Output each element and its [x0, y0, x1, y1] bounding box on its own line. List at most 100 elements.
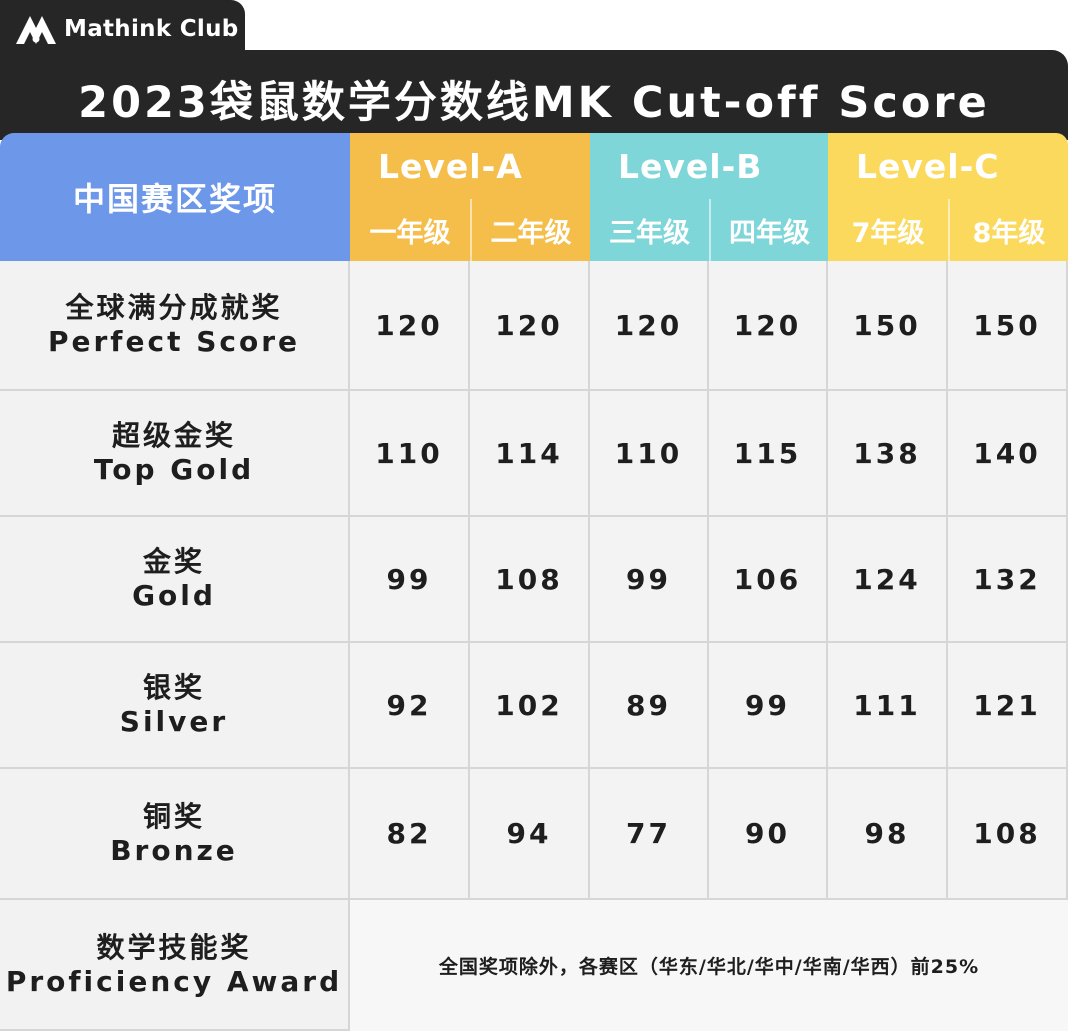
grade-label: 8年级 — [972, 217, 1046, 249]
grade-header: 8年级 — [948, 199, 1068, 261]
score-value: 110 — [614, 436, 683, 470]
level-b-label: Level-B — [618, 146, 763, 186]
award-name-cn: 超级金奖 — [111, 419, 236, 452]
score-cell: 150 — [828, 261, 948, 391]
grade-header: 四年级 — [709, 199, 828, 261]
row-label-top-gold: 超级金奖 Top Gold — [0, 391, 350, 517]
score-cell: 99 — [350, 517, 470, 643]
level-a-label: Level-A — [378, 146, 523, 186]
score-cell: 99 — [709, 643, 828, 769]
score-cell: 120 — [470, 261, 590, 391]
award-name-en: Silver — [119, 705, 229, 738]
score-value: 120 — [375, 308, 443, 342]
score-cell: 110 — [350, 391, 470, 517]
grade-label: 二年级 — [490, 217, 572, 249]
score-value: 89 — [626, 688, 671, 722]
award-name-en: Top Gold — [93, 453, 255, 486]
score-cell: 120 — [350, 261, 470, 391]
score-value: 90 — [745, 817, 790, 850]
score-cell: 138 — [828, 391, 948, 517]
score-value: 77 — [626, 817, 671, 850]
award-name-cn: 全球满分成就奖 — [65, 291, 283, 324]
row-label-perfect-score: 全球满分成就奖 Perfect Score — [0, 261, 350, 391]
award-name-en: Perfect Score — [47, 325, 301, 358]
proficiency-note-text: 全国奖项除外，各赛区（华东/华北/华中/华南/华西）前25% — [438, 956, 980, 978]
score-value: 114 — [495, 436, 563, 470]
score-value: 98 — [864, 817, 910, 850]
score-cell: 82 — [350, 769, 470, 900]
award-name-cn: 银奖 — [142, 671, 205, 704]
award-name-en: Proficiency Award — [5, 964, 343, 998]
score-cell: 89 — [590, 643, 709, 769]
award-name-en: Bronze — [110, 833, 238, 867]
score-value: 140 — [973, 436, 1041, 470]
score-cell: 120 — [709, 261, 828, 391]
score-value: 108 — [973, 817, 1041, 850]
score-cell: 106 — [709, 517, 828, 643]
score-value: 110 — [375, 436, 443, 470]
score-value: 111 — [853, 688, 921, 722]
score-cell: 90 — [709, 769, 828, 900]
grade-header: 二年级 — [470, 199, 590, 261]
row-label-silver: 银奖 Silver — [0, 643, 350, 769]
score-value: 150 — [973, 308, 1041, 342]
score-cell: 115 — [709, 391, 828, 517]
award-column-label: 中国赛区奖项 — [72, 180, 277, 218]
level-c-header: Level-C — [828, 133, 1068, 199]
score-cell: 92 — [350, 643, 470, 769]
page-title: 2023袋鼠数学分数线MK Cut-off Score — [78, 78, 990, 128]
level-a-header: Level-A — [350, 133, 590, 199]
grade-label: 一年级 — [369, 217, 451, 249]
grade-label: 四年级 — [729, 217, 810, 249]
grade-header: 三年级 — [590, 199, 709, 261]
score-cell: 132 — [948, 517, 1068, 643]
score-cell: 102 — [470, 643, 590, 769]
score-cell: 120 — [590, 261, 709, 391]
score-value: 120 — [495, 308, 563, 342]
proficiency-note: 全国奖项除外，各赛区（华东/华北/华中/华南/华西）前25% — [350, 900, 1068, 1031]
score-value: 102 — [495, 688, 563, 722]
brand-name: Mathink Club — [64, 16, 239, 42]
score-cell: 124 — [828, 517, 948, 643]
score-value: 99 — [745, 688, 790, 722]
grade-header: 一年级 — [350, 199, 470, 261]
award-column-header: 中国赛区奖项 — [0, 133, 350, 261]
award-name-cn: 金奖 — [142, 545, 205, 578]
score-cell: 108 — [470, 517, 590, 643]
score-cell: 121 — [948, 643, 1068, 769]
score-value: 92 — [386, 688, 432, 722]
score-value: 132 — [973, 562, 1041, 596]
score-value: 82 — [386, 817, 432, 850]
score-cell: 114 — [470, 391, 590, 517]
level-c-label: Level-C — [856, 146, 1000, 186]
row-label-proficiency: 数学技能奖 Proficiency Award — [0, 900, 350, 1031]
score-cell: 108 — [948, 769, 1068, 900]
score-value: 108 — [495, 562, 563, 596]
score-cell: 99 — [590, 517, 709, 643]
score-cell: 110 — [590, 391, 709, 517]
grade-label: 三年级 — [609, 217, 690, 249]
score-value: 106 — [733, 562, 802, 596]
score-value: 99 — [386, 562, 432, 596]
score-value: 120 — [614, 308, 683, 342]
score-cell: 111 — [828, 643, 948, 769]
score-value: 99 — [626, 562, 671, 596]
score-cell: 150 — [948, 261, 1068, 391]
score-value: 121 — [973, 688, 1041, 722]
award-name-cn: 铜奖 — [142, 799, 205, 833]
score-value: 115 — [733, 436, 802, 470]
level-b-header: Level-B — [590, 133, 828, 199]
row-label-bronze: 铜奖 Bronze — [0, 769, 350, 900]
score-value: 94 — [506, 817, 552, 850]
score-cell: 77 — [590, 769, 709, 900]
score-cell: 94 — [470, 769, 590, 900]
score-value: 138 — [853, 436, 921, 470]
mathink-logo-icon — [16, 16, 56, 44]
award-name-cn: 数学技能奖 — [96, 930, 252, 964]
grade-label: 7年级 — [851, 217, 925, 249]
brand-logo: Mathink Club — [14, 12, 239, 46]
score-value: 120 — [733, 308, 802, 342]
score-cell: 140 — [948, 391, 1068, 517]
score-cell: 98 — [828, 769, 948, 900]
grade-header: 7年级 — [828, 199, 948, 261]
